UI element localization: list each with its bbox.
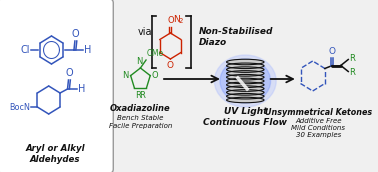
Ellipse shape [214,55,276,107]
Ellipse shape [226,78,264,84]
Text: Aryl or Alkyl
Aldehydes: Aryl or Alkyl Aldehydes [25,144,85,164]
Text: N: N [122,71,129,80]
Ellipse shape [226,59,264,65]
Text: BocN: BocN [9,103,30,111]
Text: H: H [84,45,91,55]
Ellipse shape [226,67,264,72]
Ellipse shape [226,90,264,95]
Text: OMe: OMe [147,49,164,58]
FancyBboxPatch shape [0,0,113,172]
Text: O: O [167,61,174,70]
Text: O: O [167,16,174,25]
Text: 2: 2 [179,18,183,24]
Text: via: via [138,27,152,37]
Text: O: O [151,71,158,80]
Ellipse shape [226,97,264,103]
Text: N: N [173,14,180,24]
Text: Unsymmetrical Ketones: Unsymmetrical Ketones [265,108,372,116]
Text: O: O [71,29,79,39]
Ellipse shape [226,82,264,88]
Ellipse shape [226,71,264,76]
Text: Bench Stable
Facile Preparation: Bench Stable Facile Preparation [109,115,172,128]
Text: O: O [329,46,336,56]
Ellipse shape [226,93,264,99]
Text: R: R [349,68,355,77]
Text: R: R [139,91,145,100]
Text: R: R [349,54,355,63]
Text: H: H [78,84,85,94]
Text: R: R [135,91,141,100]
Ellipse shape [226,74,264,80]
Ellipse shape [226,86,264,91]
Text: Cl: Cl [20,45,30,55]
Text: N: N [136,57,143,66]
Ellipse shape [226,63,264,69]
Text: UV Light
Continuous Flow: UV Light Continuous Flow [203,107,287,127]
Text: Non-Stabilised
Diazo: Non-Stabilised Diazo [198,27,273,47]
Text: Oxadiazoline: Oxadiazoline [110,104,171,112]
Text: Additive Free
Mild Conditions
30 Examples: Additive Free Mild Conditions 30 Example… [291,118,345,138]
Ellipse shape [220,59,271,103]
Text: O: O [65,68,73,78]
